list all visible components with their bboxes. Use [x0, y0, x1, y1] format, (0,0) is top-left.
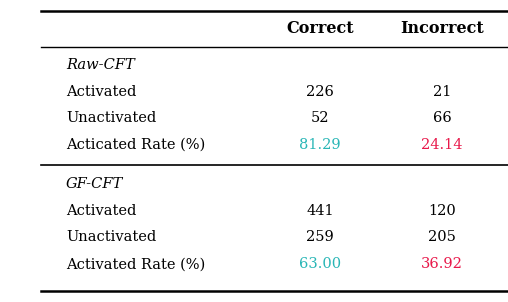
Text: Raw-CFT: Raw-CFT — [66, 58, 135, 72]
Text: Activated: Activated — [66, 85, 137, 99]
Text: Unactivated: Unactivated — [66, 111, 156, 125]
Text: 81.29: 81.29 — [299, 138, 341, 152]
Text: 441: 441 — [306, 204, 334, 218]
Text: Unactivated: Unactivated — [66, 230, 156, 244]
Text: Correct: Correct — [286, 20, 354, 37]
Text: 226: 226 — [306, 85, 334, 99]
Text: 63.00: 63.00 — [299, 257, 341, 271]
Text: 259: 259 — [306, 230, 334, 244]
Text: 24.14: 24.14 — [421, 138, 463, 152]
Text: 36.92: 36.92 — [421, 257, 463, 271]
Text: Acticated Rate (%): Acticated Rate (%) — [66, 138, 205, 152]
Text: Activated: Activated — [66, 204, 137, 218]
Text: GF-CFT: GF-CFT — [66, 177, 123, 191]
Text: 21: 21 — [433, 85, 451, 99]
Text: Activated Rate (%): Activated Rate (%) — [66, 257, 205, 271]
Text: 120: 120 — [428, 204, 456, 218]
Text: 52: 52 — [311, 111, 329, 125]
Text: 66: 66 — [433, 111, 451, 125]
Text: Incorrect: Incorrect — [400, 20, 484, 37]
Text: 205: 205 — [428, 230, 456, 244]
